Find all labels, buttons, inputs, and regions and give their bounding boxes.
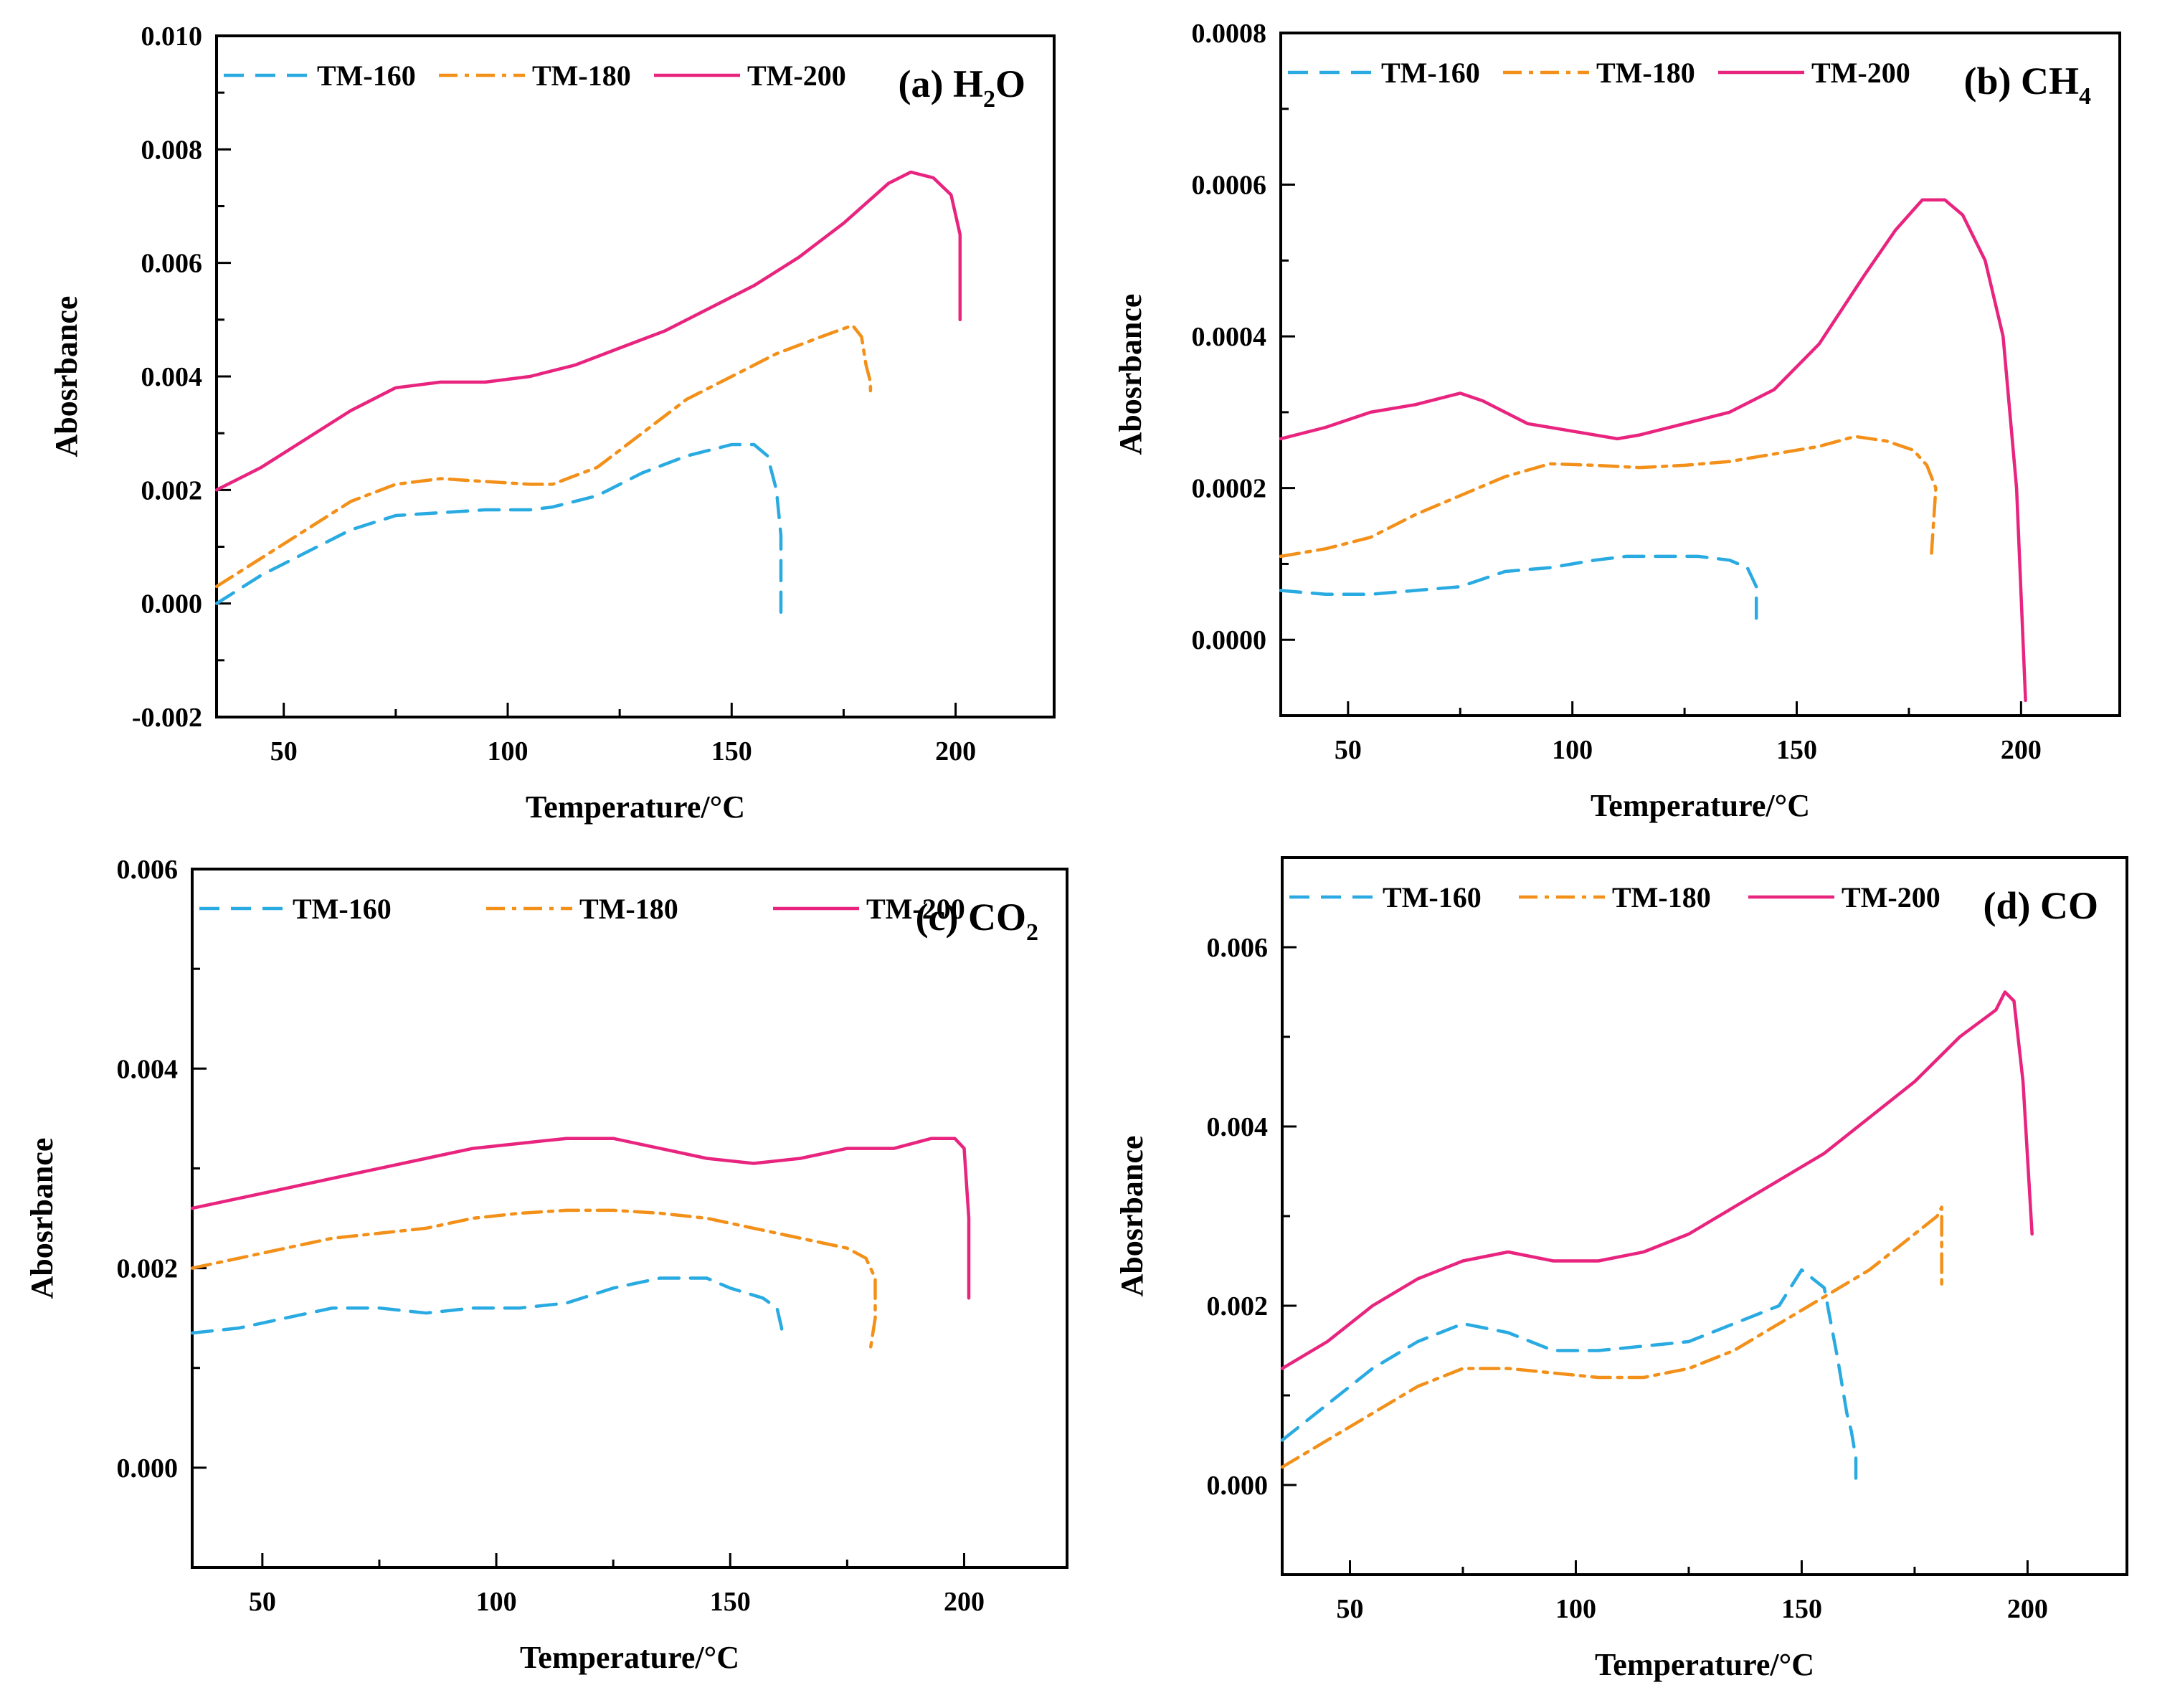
- panel-title-c: (c) CO2: [916, 896, 1038, 946]
- legend-label-tm-160-c: TM-160: [293, 893, 392, 925]
- panel-title-subscript: 2: [1026, 919, 1038, 946]
- panel-c: 50 100 150 200 0.000 0.002 0.004 0.006 Temperatu…: [24, 855, 1068, 1675]
- x-tick-label-c: 150: [710, 1587, 751, 1617]
- y-tick-label-a: 0.000: [141, 589, 203, 620]
- y-axis-label-a: Abosrbance: [49, 296, 84, 457]
- panel-title-tail: O: [995, 62, 1025, 105]
- series-line-tm-180-a: [214, 323, 873, 589]
- x-tick-label-a: 150: [711, 736, 752, 767]
- series-line-tm-160-d: [1280, 1268, 1858, 1487]
- x-tick-label-a: 50: [270, 736, 298, 767]
- legend-label-tm-200-c: TM-200: [866, 893, 965, 925]
- series-line-tm-160-a: [214, 442, 783, 617]
- legend-label-tm-180-c: TM-180: [579, 893, 678, 925]
- y-tick-label-a: 0.006: [141, 249, 203, 279]
- plot-frame-b: [1279, 32, 2121, 717]
- panel-title-main: (b) CH: [1964, 60, 2080, 103]
- panel-title-main: (a) H: [899, 62, 983, 105]
- x-tick-label-c: 200: [944, 1587, 985, 1617]
- y-tick-label-a: -0.002: [132, 703, 202, 733]
- y-tick-label-a: 0.010: [141, 22, 203, 52]
- series-line-tm-180-d: [1280, 1205, 1943, 1469]
- legend-label-tm-200-a: TM-200: [747, 60, 846, 92]
- y-axis-label-b: Abosrbance: [1113, 294, 1148, 455]
- y-tick-label-c: 0.002: [117, 1254, 179, 1284]
- x-tick-label-c: 50: [249, 1587, 276, 1617]
- panel-d: 50 100 150 200 0.000 0.002 0.004 0.006 Temperatu…: [1114, 856, 2128, 1682]
- x-tick-label-b: 100: [1552, 735, 1593, 765]
- legend-label-tm-200-d: TM-200: [1842, 881, 1940, 914]
- panel-a: 50 100 150 200 -0.002 0.000 0.002 0.004 0.006 0.0…: [49, 22, 1056, 825]
- y-tick-label-a: 0.002: [141, 475, 203, 506]
- legend-label-tm-180-d: TM-180: [1612, 881, 1711, 914]
- y-tick-label-d: 0.006: [1207, 933, 1269, 963]
- y-tick-label-b: 0.0002: [1192, 474, 1267, 504]
- y-tick-label-b: 0.0008: [1192, 19, 1267, 49]
- y-tick-label-a: 0.008: [141, 135, 203, 165]
- panel-b: 50 100 150 200 0.0000 0.0002 0.0004 0.0006 0.000…: [1113, 19, 2121, 823]
- x-axis-label-b: Temperature/°C: [1591, 788, 1810, 823]
- y-tick-label-d: 0.000: [1207, 1471, 1269, 1501]
- series-line-tm-180-c: [190, 1208, 877, 1350]
- y-tick-label-c: 0.006: [117, 855, 179, 885]
- x-tick-label-a: 100: [487, 736, 528, 767]
- series-line-tm-200-b: [1279, 198, 2027, 703]
- x-tick-label-d: 50: [1336, 1594, 1363, 1624]
- y-tick-label-a: 0.004: [141, 362, 203, 392]
- plot-frame-a: [215, 34, 1056, 718]
- legend-label-tm-180-a: TM-180: [532, 60, 631, 92]
- legend-label-tm-200-b: TM-200: [1811, 57, 1910, 89]
- y-tick-label-d: 0.002: [1207, 1291, 1269, 1322]
- panel-title-subscript: 4: [2079, 83, 2091, 110]
- x-axis-label-a: Temperature/°C: [526, 789, 745, 825]
- x-tick-label-d: 200: [2007, 1594, 2048, 1624]
- legend-label-tm-160-d: TM-160: [1383, 881, 1482, 914]
- y-tick-label-c: 0.004: [117, 1054, 179, 1084]
- plot-frame-c: [191, 868, 1068, 1569]
- series-line-tm-180-b: [1279, 435, 1938, 559]
- x-tick-label-d: 150: [1781, 1594, 1822, 1624]
- x-tick-label-b: 200: [2001, 735, 2042, 765]
- x-tick-label-b: 50: [1335, 735, 1362, 765]
- y-axis-label-d: Abosrbance: [1114, 1136, 1150, 1297]
- series-line-tm-200-d: [1280, 990, 2034, 1370]
- y-tick-label-c: 0.000: [117, 1453, 179, 1484]
- x-axis-label-d: Temperature/°C: [1595, 1647, 1814, 1682]
- series-line-tm-160-c: [190, 1276, 784, 1340]
- y-tick-label-d: 0.004: [1207, 1112, 1269, 1142]
- x-axis-label-c: Temperature/°C: [520, 1640, 739, 1675]
- y-tick-label-b: 0.0004: [1192, 322, 1267, 352]
- panel-title-a: (a) H2O: [899, 62, 1025, 113]
- legend-label-tm-160-a: TM-160: [317, 60, 416, 92]
- legend-label-tm-160-b: TM-160: [1381, 57, 1480, 89]
- x-tick-label-b: 150: [1776, 735, 1817, 765]
- legend-label-tm-180-b: TM-180: [1596, 57, 1695, 89]
- y-tick-label-b: 0.0006: [1192, 171, 1267, 201]
- panel-title-b: (b) CH4: [1964, 60, 2092, 110]
- panel-title-d: (d) CO: [1984, 884, 2099, 927]
- panel-title-main: (c) CO: [916, 896, 1026, 939]
- x-tick-label-a: 200: [935, 736, 976, 767]
- panel-title-subscript: 2: [983, 86, 995, 113]
- series-line-tm-160-b: [1279, 554, 1758, 623]
- x-tick-label-d: 100: [1555, 1594, 1596, 1624]
- series-line-tm-200-c: [190, 1137, 971, 1300]
- panel-title-main: (d) CO: [1984, 884, 2099, 927]
- y-axis-label-c: Abosrbance: [24, 1138, 60, 1299]
- series-line-tm-200-a: [214, 170, 962, 492]
- plot-frame-d: [1281, 856, 2128, 1576]
- y-tick-label-b: 0.0000: [1192, 625, 1267, 655]
- x-tick-label-c: 100: [476, 1587, 517, 1617]
